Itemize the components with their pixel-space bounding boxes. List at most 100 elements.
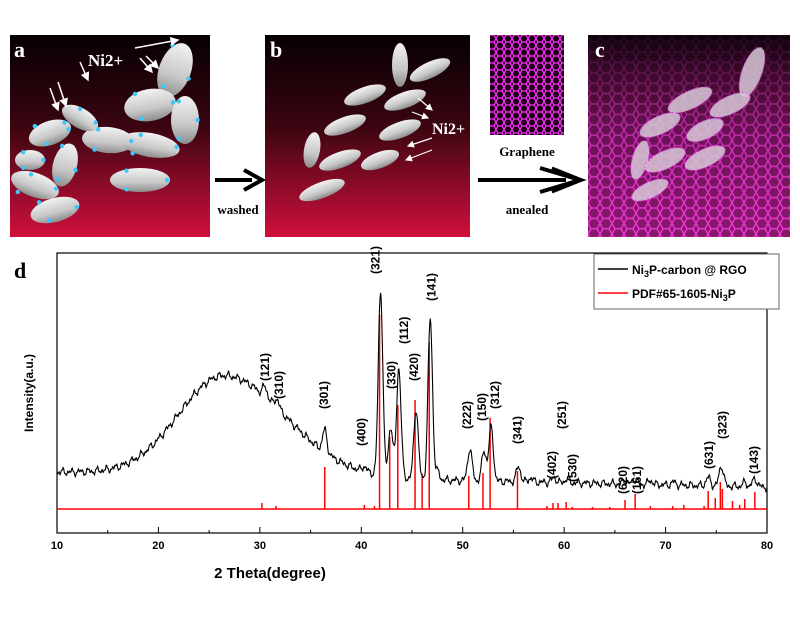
panel-d-letter: d [14, 258, 26, 283]
panel-b-image: b Ni2+ [265, 35, 470, 237]
legend: Ni3P-carbon @ RGO PDF#65-1605-Ni3P [593, 253, 780, 310]
nanorod [319, 149, 361, 171]
panel-c-letter: c [595, 37, 605, 62]
ni-ion-dot [124, 187, 129, 192]
washed-arrow: washed [215, 168, 267, 217]
nanorod [120, 132, 180, 158]
nanorod [344, 84, 386, 106]
ni-ion-dot [139, 116, 145, 121]
peak-label: (530) [565, 454, 579, 482]
peak-label: (121) [258, 353, 272, 381]
ni-ion-dot [46, 218, 52, 223]
peak-label: (631) [702, 441, 716, 469]
ni-ion-dot [77, 106, 83, 112]
ni-ion-dot [124, 168, 129, 173]
ni-ion-label: Ni2+ [432, 121, 465, 138]
ni-ion-dot [161, 83, 167, 89]
x-tick-label: 80 [761, 540, 773, 552]
ni-ion-dot [15, 189, 20, 195]
peak-label: (310) [272, 371, 286, 399]
peak-label: (420) [407, 353, 421, 381]
peak-label: (341) [510, 416, 524, 444]
nanorod [11, 170, 59, 200]
nanorod [644, 147, 686, 173]
ni-ion-dot [130, 151, 135, 156]
ni-ion-dot [32, 123, 38, 129]
peak-label: (330) [385, 361, 399, 389]
ni-ions [15, 42, 200, 223]
x-tick-label: 30 [254, 540, 266, 552]
nanorod [639, 112, 681, 138]
ni-ion-dot [44, 141, 49, 146]
peak-label: (312) [488, 381, 502, 409]
peak-label: (112) [397, 317, 411, 344]
graphene-label: Graphene [499, 144, 555, 159]
x-axis-label: 2 Theta(degree) [214, 565, 326, 582]
graphene-image: Graphene [490, 35, 564, 159]
ni-ion-dot [174, 144, 179, 150]
nanorod [384, 89, 426, 111]
ni-ion-dot [138, 132, 143, 138]
ni-ion-dot [92, 147, 97, 152]
nanorod [124, 88, 176, 122]
nanorod [684, 145, 726, 171]
nanorod [709, 92, 751, 118]
x-axis: 10 20 30 40 50 60 70 80 [51, 527, 773, 552]
nanorod [392, 43, 408, 87]
ni-ion-dot [53, 186, 59, 191]
nanorod [324, 114, 366, 136]
peak-labels: (121)(310) (301) (400) (321) (330) (112) (420)… [258, 246, 761, 494]
ni-ion-dot [60, 143, 65, 149]
y-axis-label: Intensity(a.u.) [22, 354, 36, 432]
x-tick-label: 40 [355, 540, 367, 552]
x-tick-label: 50 [457, 540, 469, 552]
ni-ion-dot [36, 200, 42, 205]
x-tick-label: 20 [152, 540, 164, 552]
nanorods [11, 43, 199, 224]
peak-label: (141) [424, 273, 438, 301]
nanorod [361, 149, 399, 171]
nanorod [110, 168, 170, 192]
peak-label: (321) [368, 246, 382, 274]
ni-ion-dot [55, 176, 60, 182]
panel-c-image: c [588, 35, 790, 237]
nanorod [157, 43, 193, 97]
ni-ion-dot [21, 150, 26, 155]
peak-label: (301) [317, 381, 331, 409]
ni-ion-dot [74, 205, 79, 210]
peak-label: (161) [630, 466, 644, 494]
peak-label: (251) [555, 401, 569, 429]
ni-ion-dot [132, 91, 138, 97]
nanorods [299, 43, 451, 202]
panel-b-letter: b [270, 37, 282, 62]
ni-ion-label: Ni2+ [88, 51, 123, 70]
ni-ion-dot [186, 76, 191, 81]
sample-series-line [56, 292, 768, 494]
nanorod [171, 96, 199, 144]
nanorod [379, 119, 421, 141]
peak-label: (222) [460, 401, 474, 429]
washed-label: washed [217, 202, 259, 217]
ni-ion-dot [164, 177, 170, 183]
nanorod [28, 119, 72, 147]
nanorod [303, 132, 321, 168]
ni-ion-dot [129, 138, 134, 144]
ni-ion-dot [93, 120, 98, 125]
ni-ion-dot [170, 100, 176, 105]
ni-ion-dot [21, 165, 26, 170]
peak-label: (143) [747, 446, 761, 474]
peak-label: (400) [354, 418, 368, 446]
ni-ion-dot [62, 120, 67, 125]
legend-label-sample: Ni3P-carbon @ RGO [632, 263, 747, 279]
x-tick-label: 10 [51, 540, 63, 552]
nanorod [15, 150, 45, 170]
peak-label: (402) [545, 451, 559, 479]
ni-ion-dot [28, 172, 34, 177]
xrd-chart: (121)(310) (301) (400) (321) (330) (112) (420)… [22, 246, 780, 582]
nanorod [30, 196, 80, 224]
nanorod [61, 104, 99, 132]
peak-label: (150) [475, 393, 489, 421]
ni-ion-dot [73, 167, 78, 173]
nanorod [685, 117, 725, 143]
